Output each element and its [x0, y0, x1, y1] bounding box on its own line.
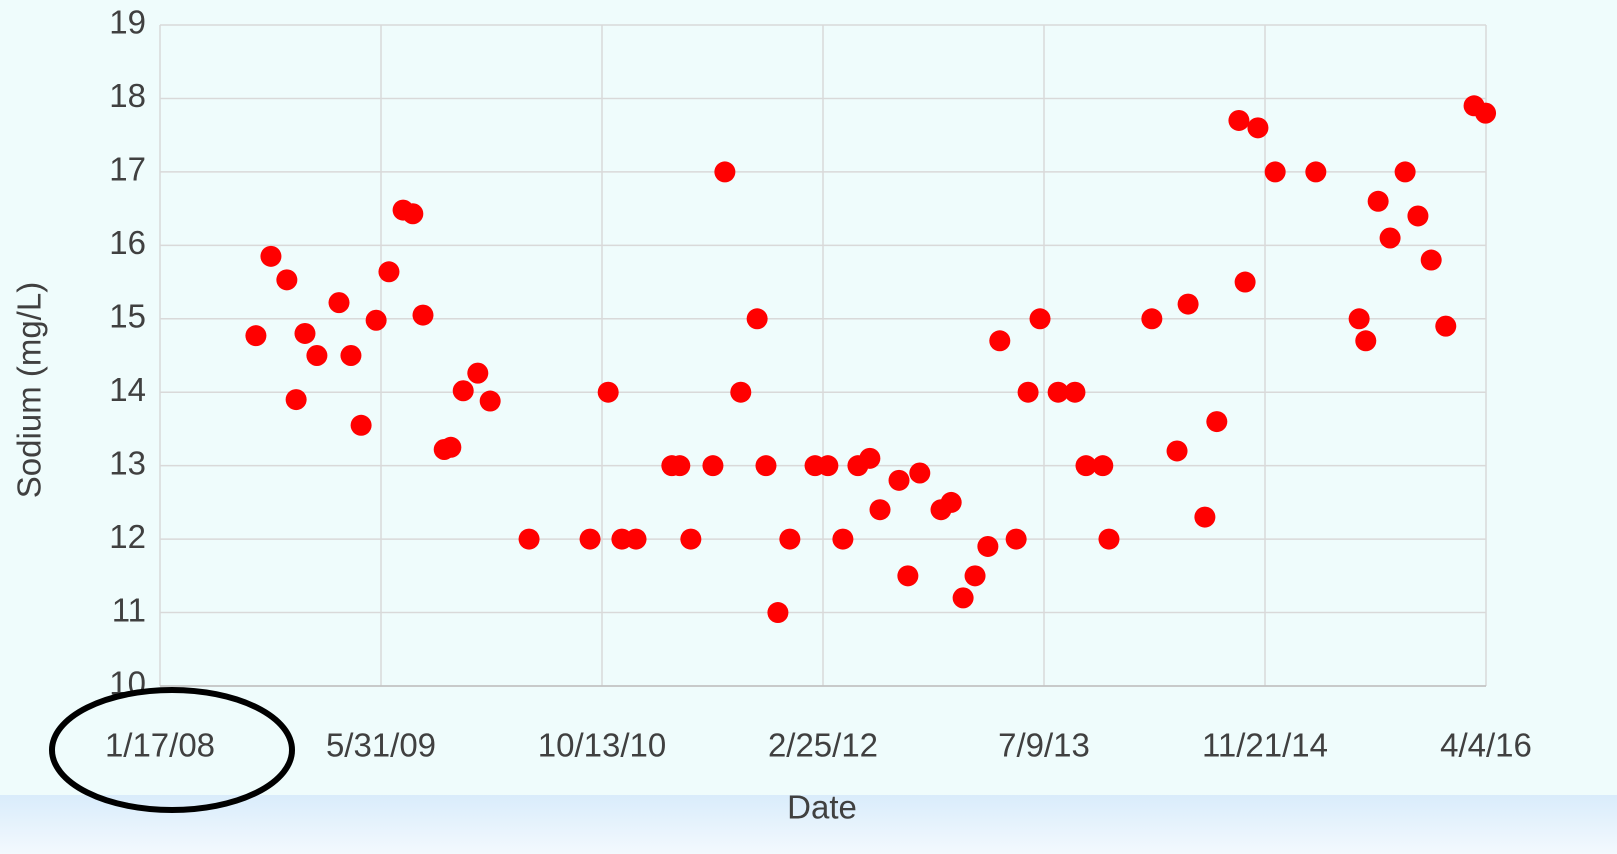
- point: [746, 308, 768, 330]
- point: [909, 462, 931, 484]
- x-tick-label: 2/25/12: [768, 727, 878, 764]
- point: [579, 528, 601, 550]
- point: [869, 499, 891, 521]
- point: [328, 292, 350, 314]
- point: [1348, 308, 1370, 330]
- point: [817, 455, 839, 477]
- x-tick-label: 4/4/16: [1440, 727, 1532, 764]
- highlight-ellipse: [49, 687, 295, 813]
- point: [1064, 381, 1086, 403]
- y-tick-label: 12: [109, 518, 146, 555]
- point: [1194, 506, 1216, 528]
- point: [888, 469, 910, 491]
- point: [518, 528, 540, 550]
- point: [1435, 315, 1457, 337]
- point: [1141, 308, 1163, 330]
- point: [340, 345, 362, 366]
- point: [479, 390, 501, 412]
- point: [412, 304, 434, 326]
- y-tick-label: 15: [109, 297, 146, 334]
- point: [597, 381, 619, 403]
- y-tick-label: 18: [109, 77, 146, 114]
- point: [859, 447, 881, 469]
- point: [294, 322, 316, 344]
- x-tick-label: 1/17/08: [105, 727, 215, 764]
- point: [467, 362, 489, 384]
- x-axis-title: Date: [787, 789, 857, 826]
- point: [755, 455, 777, 477]
- point: [1264, 161, 1286, 183]
- point: [1234, 271, 1256, 293]
- point: [306, 345, 328, 366]
- point: [402, 203, 424, 225]
- point: [1047, 381, 1069, 403]
- point: [1228, 109, 1250, 131]
- point: [1166, 440, 1188, 462]
- point: [1005, 528, 1027, 550]
- point: [669, 455, 691, 477]
- point: [1379, 227, 1401, 249]
- point: [832, 528, 854, 550]
- point: [1017, 381, 1039, 403]
- point: [1247, 117, 1269, 139]
- point: [1098, 528, 1120, 550]
- point: [1075, 455, 1097, 477]
- point: [260, 245, 282, 267]
- point: [779, 528, 801, 550]
- point: [1177, 293, 1199, 315]
- x-tick-label: 7/9/13: [998, 727, 1090, 764]
- point: [1029, 308, 1051, 330]
- point: [365, 309, 387, 331]
- y-tick-label: 19: [109, 4, 146, 41]
- point: [702, 455, 724, 477]
- y-tick-label: 17: [109, 151, 146, 188]
- point: [1407, 205, 1429, 227]
- x-tick-label: 11/21/14: [1202, 727, 1328, 764]
- point: [378, 261, 400, 283]
- point: [767, 602, 789, 624]
- point: [350, 414, 372, 436]
- x-tick-label: 5/31/09: [326, 727, 436, 764]
- point: [897, 565, 919, 587]
- point: [1475, 102, 1497, 124]
- x-tick-label: 10/13/10: [538, 727, 666, 764]
- point: [1420, 249, 1442, 271]
- point: [452, 380, 474, 402]
- y-tick-label: 16: [109, 224, 146, 261]
- point: [1394, 161, 1416, 183]
- bottom-band: [0, 795, 1617, 854]
- point: [1367, 190, 1389, 212]
- y-tick-label: 13: [109, 444, 146, 481]
- point: [285, 389, 307, 411]
- point: [1305, 161, 1327, 183]
- point: [276, 269, 298, 291]
- point: [964, 565, 986, 587]
- point: [952, 587, 974, 609]
- y-tick-label: 11: [112, 591, 146, 628]
- point: [1206, 411, 1228, 433]
- point: [714, 161, 736, 183]
- point: [730, 381, 752, 403]
- point: [977, 535, 999, 557]
- point: [940, 491, 962, 513]
- point: [625, 528, 647, 550]
- points: [245, 95, 1497, 624]
- point: [1355, 330, 1377, 352]
- y-tick-label: 14: [109, 371, 146, 408]
- point: [245, 325, 267, 347]
- point: [989, 330, 1011, 352]
- y-axis-title: Sodium (mg/L): [11, 282, 48, 498]
- point: [680, 528, 702, 550]
- point: [440, 436, 462, 458]
- point: [1092, 455, 1114, 477]
